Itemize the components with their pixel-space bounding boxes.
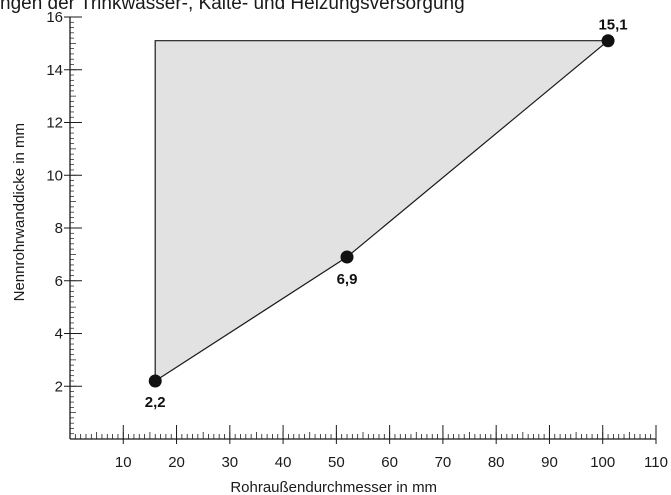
point-label: 2,2: [145, 394, 166, 411]
x-tick-labels: 10 20 30 40 50 60 70 80 90 100 110: [115, 454, 668, 471]
y-tick-labels: 2 4 6 8 10 12 14 16: [46, 9, 63, 395]
x-tick-label: 80: [488, 454, 505, 471]
chart-title: ngen der Trinkwasser-, Kälte- und Heizun…: [0, 0, 465, 14]
x-tick-label: 50: [328, 454, 345, 471]
y-minor-ticks: [70, 16, 76, 435]
axes: [64, 16, 657, 444]
x-tick-label: 20: [168, 454, 185, 471]
y-major-ticks: [64, 16, 82, 387]
point-label: 6,9: [337, 271, 358, 288]
data-point: [148, 374, 162, 388]
x-axis-title: Rohraußendurchmesser in mm: [230, 479, 437, 495]
x-tick-label: 10: [115, 454, 132, 471]
y-tick-label: 12: [46, 115, 63, 132]
y-tick-label: 6: [55, 273, 63, 290]
y-tick-label: 14: [46, 62, 63, 79]
x-tick-label: 110: [644, 454, 668, 471]
data-point: [601, 34, 615, 48]
y-tick-label: 2: [55, 378, 63, 395]
x-tick-label: 90: [541, 454, 558, 471]
x-major-ticks: [122, 425, 657, 444]
point-label: 15,1: [598, 17, 627, 34]
x-tick-label: 60: [381, 454, 398, 471]
data-points: 2,2 6,9 15,1: [145, 17, 628, 411]
data-point: [340, 250, 354, 264]
y-tick-label: 4: [55, 326, 63, 343]
area-region: [154, 40, 610, 383]
x-tick-label: 100: [590, 454, 615, 471]
x-tick-label: 30: [221, 454, 238, 471]
y-tick-label: 16: [46, 9, 63, 26]
x-minor-ticks: [74, 432, 657, 439]
x-tick-label: 40: [275, 454, 292, 471]
y-tick-label: 10: [46, 167, 63, 184]
x-tick-label: 70: [435, 454, 452, 471]
y-tick-label: 8: [55, 220, 63, 237]
y-axis-title: Nennrohrwanddicke in mm: [11, 123, 28, 301]
